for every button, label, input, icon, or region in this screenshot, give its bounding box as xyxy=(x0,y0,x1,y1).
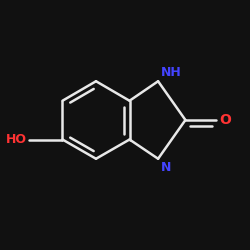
Text: N: N xyxy=(160,161,171,174)
Text: HO: HO xyxy=(6,133,26,146)
Text: NH: NH xyxy=(160,66,181,79)
Text: O: O xyxy=(219,113,231,127)
